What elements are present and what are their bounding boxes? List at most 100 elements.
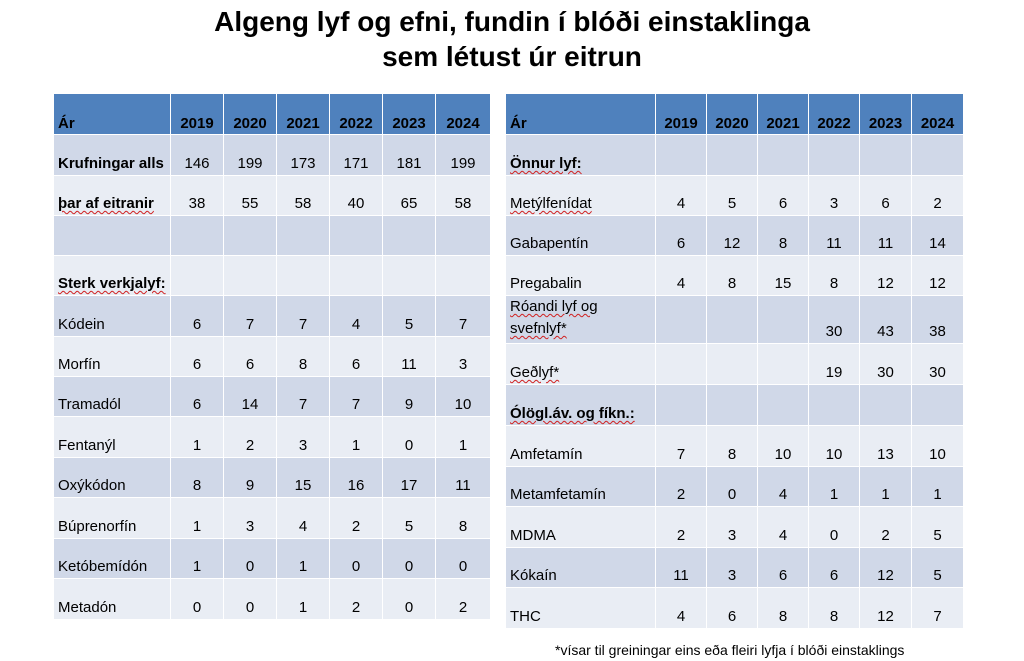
table-row: Ketóbemídón 1 0 1 0 0 0: [53, 538, 491, 579]
value-cell: 8: [276, 336, 330, 377]
header-year-cell: 2021: [757, 93, 809, 135]
row-label-mdma: MDMA: [505, 506, 656, 548]
value-cell: 16: [329, 457, 383, 498]
value-cell: [808, 134, 860, 176]
row-label-krufningar-alls: Krufningar alls: [53, 134, 171, 176]
value-cell: 9: [223, 457, 277, 498]
value-cell: 181: [382, 134, 436, 176]
value-cell: 11: [382, 336, 436, 377]
header-year-cell: 2019: [170, 93, 224, 135]
value-cell: [329, 215, 383, 256]
header-row: Ár 2019 2020 2021 2022 2023 2024: [53, 93, 491, 135]
page-title: Algeng lyf og efni, fundin í blóði einst…: [0, 4, 1024, 74]
value-cell: 7: [329, 376, 383, 417]
row-label-text: Metýlfenídat: [510, 195, 592, 212]
row-label-kokain: Kókaín: [505, 547, 656, 588]
value-cell: 6: [170, 376, 224, 417]
value-cell: [706, 343, 758, 385]
value-cell: 12: [859, 587, 912, 629]
row-label-text: Róandi lyf og svefnlyf*: [510, 298, 598, 337]
value-cell: 11: [655, 547, 707, 588]
value-cell: 1: [170, 538, 224, 579]
value-cell: 0: [223, 578, 277, 620]
row-label-text: Sterk verkjalyf:: [58, 275, 166, 292]
row-label-kodein: Kódein: [53, 295, 171, 337]
value-cell: 12: [859, 547, 912, 588]
left-data-table: Ár 2019 2020 2021 2022 2023 2024 Krufningar all…: [53, 93, 491, 620]
value-cell: [706, 134, 758, 176]
value-cell: 5: [911, 506, 964, 548]
value-cell: 11: [859, 215, 912, 256]
value-cell: 30: [859, 343, 912, 385]
row-label-ologl-av-og-fikn: Ólögl.áv. og fíkn.:: [505, 384, 656, 426]
table-row: Geðlyf* 19 30 30: [505, 343, 964, 385]
value-cell: 12: [911, 255, 964, 296]
value-cell: 0: [706, 466, 758, 507]
value-cell: 1: [276, 538, 330, 579]
value-cell: 1: [170, 497, 224, 539]
table-row: Morfín 6 6 8 6 11 3: [53, 336, 491, 377]
value-cell: 10: [808, 425, 860, 467]
value-cell: 17: [382, 457, 436, 498]
table-row: Metamfetamín 2 0 4 1 1 1: [505, 466, 964, 507]
row-label-ar-af-eitranir: þar af eitranir: [53, 175, 171, 216]
value-cell: 1: [276, 578, 330, 620]
value-cell: 1: [329, 416, 383, 458]
table-row: [53, 215, 491, 256]
row-label-text: MDMA: [510, 527, 556, 544]
row-label-morfin: Morfín: [53, 336, 171, 377]
value-cell: 55: [223, 175, 277, 216]
row-label-tramadol: Tramadól: [53, 376, 171, 417]
row-label-text: þar af eitranir: [58, 195, 154, 212]
row-label-fentanyl: Fentanýl: [53, 416, 171, 458]
value-cell: [757, 134, 809, 176]
value-cell: 6: [757, 547, 809, 588]
row-label-text: Kódein: [58, 316, 105, 333]
table-row: MDMA 2 3 4 0 2 5: [505, 506, 964, 548]
table-row: Ólögl.áv. og fíkn.:: [505, 384, 964, 426]
value-cell: 40: [329, 175, 383, 216]
row-label-roandi-lyf-og-svefnlyf: Róandi lyf og svefnlyf*: [505, 295, 656, 344]
row-label-text: Gabapentín: [510, 235, 589, 252]
value-cell: 30: [808, 295, 860, 344]
value-cell: 8: [757, 587, 809, 629]
value-cell: 2: [435, 578, 491, 620]
header-year-cell: 2023: [859, 93, 912, 135]
value-cell: 171: [329, 134, 383, 176]
value-cell: 19: [808, 343, 860, 385]
value-cell: 5: [706, 175, 758, 216]
value-cell: 8: [170, 457, 224, 498]
value-cell: [382, 215, 436, 256]
title-line-1: Algeng lyf og efni, fundin í blóði einst…: [214, 6, 810, 37]
value-cell: 2: [329, 497, 383, 539]
value-cell: [655, 295, 707, 344]
value-cell: [223, 215, 277, 256]
table-row: Gabapentín 6 12 8 11 11 14: [505, 215, 964, 256]
row-label-ge-lyf: Geðlyf*: [505, 343, 656, 385]
value-cell: 10: [911, 425, 964, 467]
row-label-buprenorfin: Búprenorfín: [53, 497, 171, 539]
row-label-text: Búprenorfín: [58, 518, 137, 535]
header-year-cell: 2022: [808, 93, 860, 135]
value-cell: 3: [808, 175, 860, 216]
row-label-text: Ólögl.áv. og fíkn.:: [510, 405, 635, 422]
footnote: *vísar til greiningar eins eða fleiri ly…: [555, 642, 905, 658]
value-cell: 2: [329, 578, 383, 620]
value-cell: 0: [382, 538, 436, 579]
value-cell: 8: [435, 497, 491, 539]
value-cell: 146: [170, 134, 224, 176]
value-cell: 7: [911, 587, 964, 629]
row-label-metylfenidat: Metýlfenídat: [505, 175, 656, 216]
row-label-text: Kókaín: [510, 567, 557, 584]
value-cell: 6: [223, 336, 277, 377]
row-label-metamfetamin: Metamfetamín: [505, 466, 656, 507]
value-cell: 10: [757, 425, 809, 467]
value-cell: 4: [329, 295, 383, 337]
table-row: THC 4 6 8 8 12 7: [505, 587, 964, 629]
row-label-thc: THC: [505, 587, 656, 629]
value-cell: 0: [435, 538, 491, 579]
value-cell: 30: [911, 343, 964, 385]
value-cell: 4: [757, 466, 809, 507]
value-cell: [435, 215, 491, 256]
value-cell: [223, 255, 277, 296]
